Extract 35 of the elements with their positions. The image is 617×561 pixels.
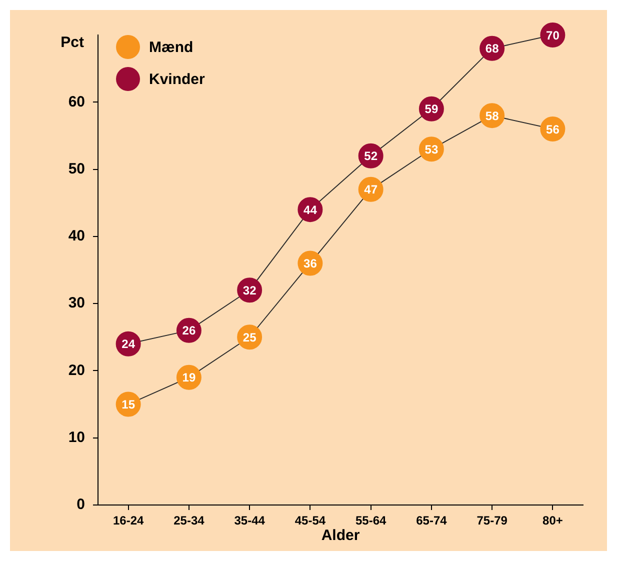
data-label: 58	[485, 108, 500, 123]
legend-label: Mænd	[149, 39, 194, 56]
data-label: 19	[182, 370, 196, 385]
data-label: 25	[242, 330, 257, 344]
y-tick-label: 50	[68, 160, 85, 178]
y-tick-label: 60	[68, 93, 85, 110]
y-tick-label: 30	[68, 294, 85, 312]
data-label: 26	[182, 324, 196, 338]
y-tick-label: 10	[68, 429, 85, 446]
y-axis-title: Pct	[60, 34, 84, 52]
data-label: 59	[424, 102, 438, 116]
data-label: 36	[304, 256, 318, 271]
x-tick-label: 55-64	[355, 514, 386, 528]
data-label: 15	[122, 398, 136, 412]
data-label: 47	[364, 182, 378, 197]
x-tick-label: 65-74	[416, 514, 448, 528]
x-tick-label: 35-44	[234, 514, 266, 528]
data-label: 24	[122, 337, 136, 352]
data-label: 70	[546, 28, 560, 42]
x-tick-label: 16-24	[112, 514, 144, 528]
legend-label: Kvinder	[149, 71, 206, 88]
data-label: 44	[304, 202, 318, 217]
data-label: 68	[485, 42, 500, 56]
x-tick-label: 25-34	[174, 514, 205, 528]
x-axis-title: Alder	[321, 527, 360, 544]
data-label: 56	[546, 122, 560, 136]
x-tick-label: 80+	[542, 514, 563, 528]
data-label: 53	[424, 142, 438, 156]
y-tick-label: 40	[68, 228, 85, 245]
data-label: 32	[242, 283, 257, 298]
y-tick-label: 0	[76, 496, 85, 514]
x-tick-label: 45-54	[294, 514, 326, 528]
y-tick-label: 20	[68, 362, 85, 379]
x-tick-label: 75-79	[476, 514, 508, 528]
data-label: 52	[364, 149, 378, 164]
